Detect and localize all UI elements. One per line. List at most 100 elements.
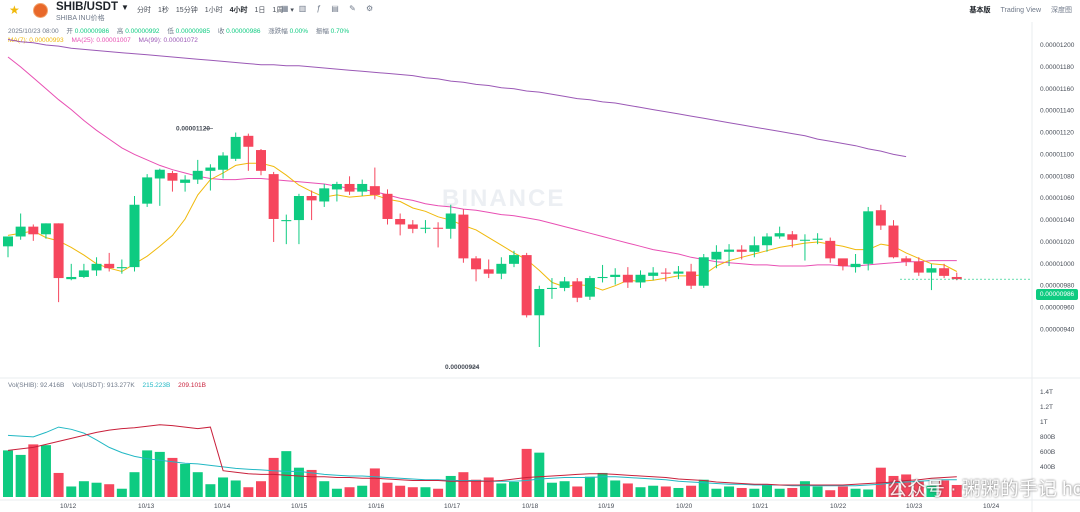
interval-tab[interactable]: 1日 (254, 7, 266, 14)
shib-coin-icon (33, 3, 48, 18)
volume-bar (129, 472, 140, 497)
candle-body (28, 226, 39, 235)
volume-bar (15, 454, 26, 497)
volume-bar (635, 487, 646, 497)
volume-bar (711, 488, 722, 497)
low-label: 低 (167, 28, 174, 35)
volume-bar (445, 475, 456, 497)
volume-bar (926, 485, 937, 497)
view-switch: 基本版 Trading View 深度图 (960, 5, 1072, 15)
price-tick-label: 0.00001200 (1040, 42, 1075, 49)
close-value: 0.00000986 (226, 28, 261, 35)
volume-legend: Vol(SHIB): 92.416B Vol(USDT): 913.277K 2… (8, 382, 212, 389)
interval-tab[interactable]: 1小时 (204, 7, 223, 14)
volume-bar (142, 450, 153, 497)
volume-bar (863, 489, 874, 497)
candle-body (15, 226, 26, 237)
price-tick-label: 0.00000960 (1040, 305, 1075, 312)
more-intervals-icon[interactable]: ▾ (290, 7, 294, 14)
volume-bar (104, 484, 115, 497)
price-tick-label: 0.00000980 (1040, 283, 1075, 290)
view-tab[interactable]: 深度图 (1051, 7, 1072, 14)
candle-body (572, 281, 583, 298)
candle-body (559, 281, 570, 288)
volume-bar (648, 485, 659, 497)
candle-body (154, 169, 165, 179)
volume-bar (787, 487, 798, 497)
candle-body (597, 276, 608, 279)
candle-body (192, 170, 203, 180)
interval-tab[interactable]: 4小时 (229, 7, 248, 14)
candle-body (420, 227, 431, 229)
volume-bar (546, 482, 557, 497)
drawing-icon[interactable]: ✎ (349, 4, 356, 13)
candle-body (648, 272, 659, 276)
candle-body (319, 188, 330, 202)
binance-watermark: BINANCE (442, 185, 566, 212)
high-value: 0.00000992 (125, 28, 160, 35)
symbol-selector[interactable]: SHIB/USDT ▼ (56, 1, 129, 13)
vol-ma2: 209.101B (178, 382, 207, 389)
candle-body (863, 211, 874, 264)
time-tick-label: 10/13 (138, 503, 155, 510)
change-label: 涨跌幅 (268, 28, 288, 35)
volume-bar (749, 488, 760, 497)
volume-bar (850, 488, 861, 497)
volume-bar (281, 451, 292, 497)
volume-bar (407, 487, 418, 497)
interval-tab[interactable]: 1周 (272, 7, 284, 14)
volume-tick-label: 1.4T (1040, 389, 1053, 396)
view-tab[interactable]: Trading View (1000, 7, 1041, 14)
candle-body (534, 289, 545, 316)
candle-body (584, 278, 595, 297)
interval-tab[interactable]: 1秒 (158, 7, 169, 14)
volume-bar (597, 472, 608, 497)
view-tab[interactable]: 基本版 (969, 7, 991, 14)
volume-bar (192, 472, 203, 497)
volume-bar (686, 485, 697, 497)
candle-type-icon[interactable]: ▥ (298, 4, 307, 13)
candle-body (787, 234, 798, 240)
time-tick-label: 10/20 (676, 503, 693, 510)
candle-body (875, 210, 886, 226)
volume-bar (521, 448, 532, 497)
candle-body (66, 276, 77, 280)
calendar-icon[interactable]: ▦ (281, 4, 289, 13)
candle-body (850, 263, 861, 268)
indicator-icon[interactable]: ƒ (316, 4, 322, 13)
volume-bar (306, 469, 317, 497)
interval-tab[interactable]: 15分钟 (175, 7, 198, 14)
volume-bar (458, 472, 469, 497)
price-tick-label: 0.00001040 (1040, 217, 1075, 224)
candle-body (799, 239, 810, 241)
time-tick-label: 10/22 (830, 503, 847, 510)
candle-body (40, 223, 51, 235)
candle-body (382, 193, 393, 219)
volume-bar (825, 490, 836, 497)
volume-bar (913, 481, 924, 497)
vol-usdt: Vol(USDT): 913.277K (72, 382, 135, 389)
candle-body (53, 223, 64, 279)
volume-bar (837, 486, 848, 497)
settings-icon[interactable]: ⚙ (366, 4, 374, 13)
legend-date: 2025/10/23 08:00 (8, 28, 59, 35)
low-annotation: 0.00000924 (445, 364, 480, 371)
high-annotation: 0.00001120 (176, 126, 210, 133)
price-tick-label: 0.00001100 (1040, 151, 1074, 158)
time-tick-label: 10/21 (752, 503, 769, 510)
symbol-fullname: SHIBA INU价格 (56, 15, 105, 22)
grid-icon[interactable]: ▤ (331, 4, 339, 13)
ma99-line (7, 39, 907, 158)
price-tick-label: 0.00001120 (1040, 130, 1074, 137)
chart-tools: ▦ ▥ ƒ ▤ ✎ ⚙ (281, 4, 381, 13)
star-icon[interactable]: ★ (9, 3, 20, 17)
volume-bar (584, 476, 595, 497)
volume-bar (673, 487, 684, 497)
candle-body (686, 271, 697, 286)
interval-tab[interactable]: 分时 (137, 7, 151, 14)
candle-body (698, 257, 709, 286)
volume-bar (724, 486, 735, 497)
candle-body (736, 249, 747, 252)
ma25-line (7, 56, 957, 267)
